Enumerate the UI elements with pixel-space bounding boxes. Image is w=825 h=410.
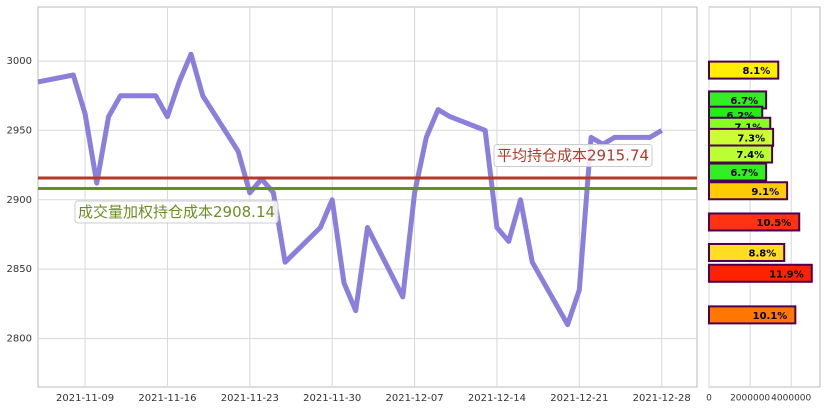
y-tick-label: 2800 <box>7 333 32 344</box>
volume-bar <box>708 60 780 80</box>
x-tick-label: 2021-12-21 <box>550 393 608 404</box>
plot-frame <box>37 6 698 388</box>
price-line <box>37 51 663 328</box>
x-tick-label: 2021-12-07 <box>386 393 444 404</box>
cost-label-box <box>74 200 279 224</box>
x-tick-label: 2021-11-30 <box>303 393 361 404</box>
volume-bar <box>708 144 774 164</box>
x-tick-label: 2021-11-09 <box>56 393 114 404</box>
bar-label: 11.9% <box>769 269 804 280</box>
cost-label: 平均持仓成本2915.74 <box>497 146 649 164</box>
bar-label: 6.7% <box>730 96 758 107</box>
bar-label: 10.5% <box>757 218 792 229</box>
bar-label: 7.4% <box>736 150 764 161</box>
bar-label: 10.1% <box>753 311 788 322</box>
x-tick-label: 2021-11-23 <box>221 393 279 404</box>
volume-bar <box>708 263 813 283</box>
volume-bar <box>708 242 786 262</box>
y-tick-label: 2950 <box>7 125 32 136</box>
x-tick-label: 0 <box>706 394 712 404</box>
volume-bar <box>708 181 789 201</box>
bar-label: 8.8% <box>748 248 776 259</box>
bar-label: 9.1% <box>751 187 779 198</box>
bar-label: 7.3% <box>737 133 765 144</box>
y-tick-label: 3000 <box>7 56 32 67</box>
bar-label: 6.2% <box>727 111 755 122</box>
x-tick-label: 4000000 <box>771 394 811 404</box>
x-tick-label: 2021-12-28 <box>633 393 691 404</box>
bar-label: 7.1% <box>735 122 763 133</box>
cost-label: 成交量加权持仓成本2908.14 <box>78 203 275 221</box>
x-tick-label: 2021-11-16 <box>138 393 196 404</box>
bar-label: 6.7% <box>730 168 758 179</box>
bar-label: 8.1% <box>743 66 771 77</box>
y-tick-label: 2900 <box>7 195 32 206</box>
x-tick-label: 2000000 <box>730 394 770 404</box>
volume-bar <box>708 212 801 232</box>
volume-bar <box>708 162 768 182</box>
volume-bar <box>708 305 797 325</box>
x-tick-label: 2021-12-14 <box>468 393 526 404</box>
cost-label-box <box>493 143 653 167</box>
y-tick-label: 2850 <box>7 264 32 275</box>
